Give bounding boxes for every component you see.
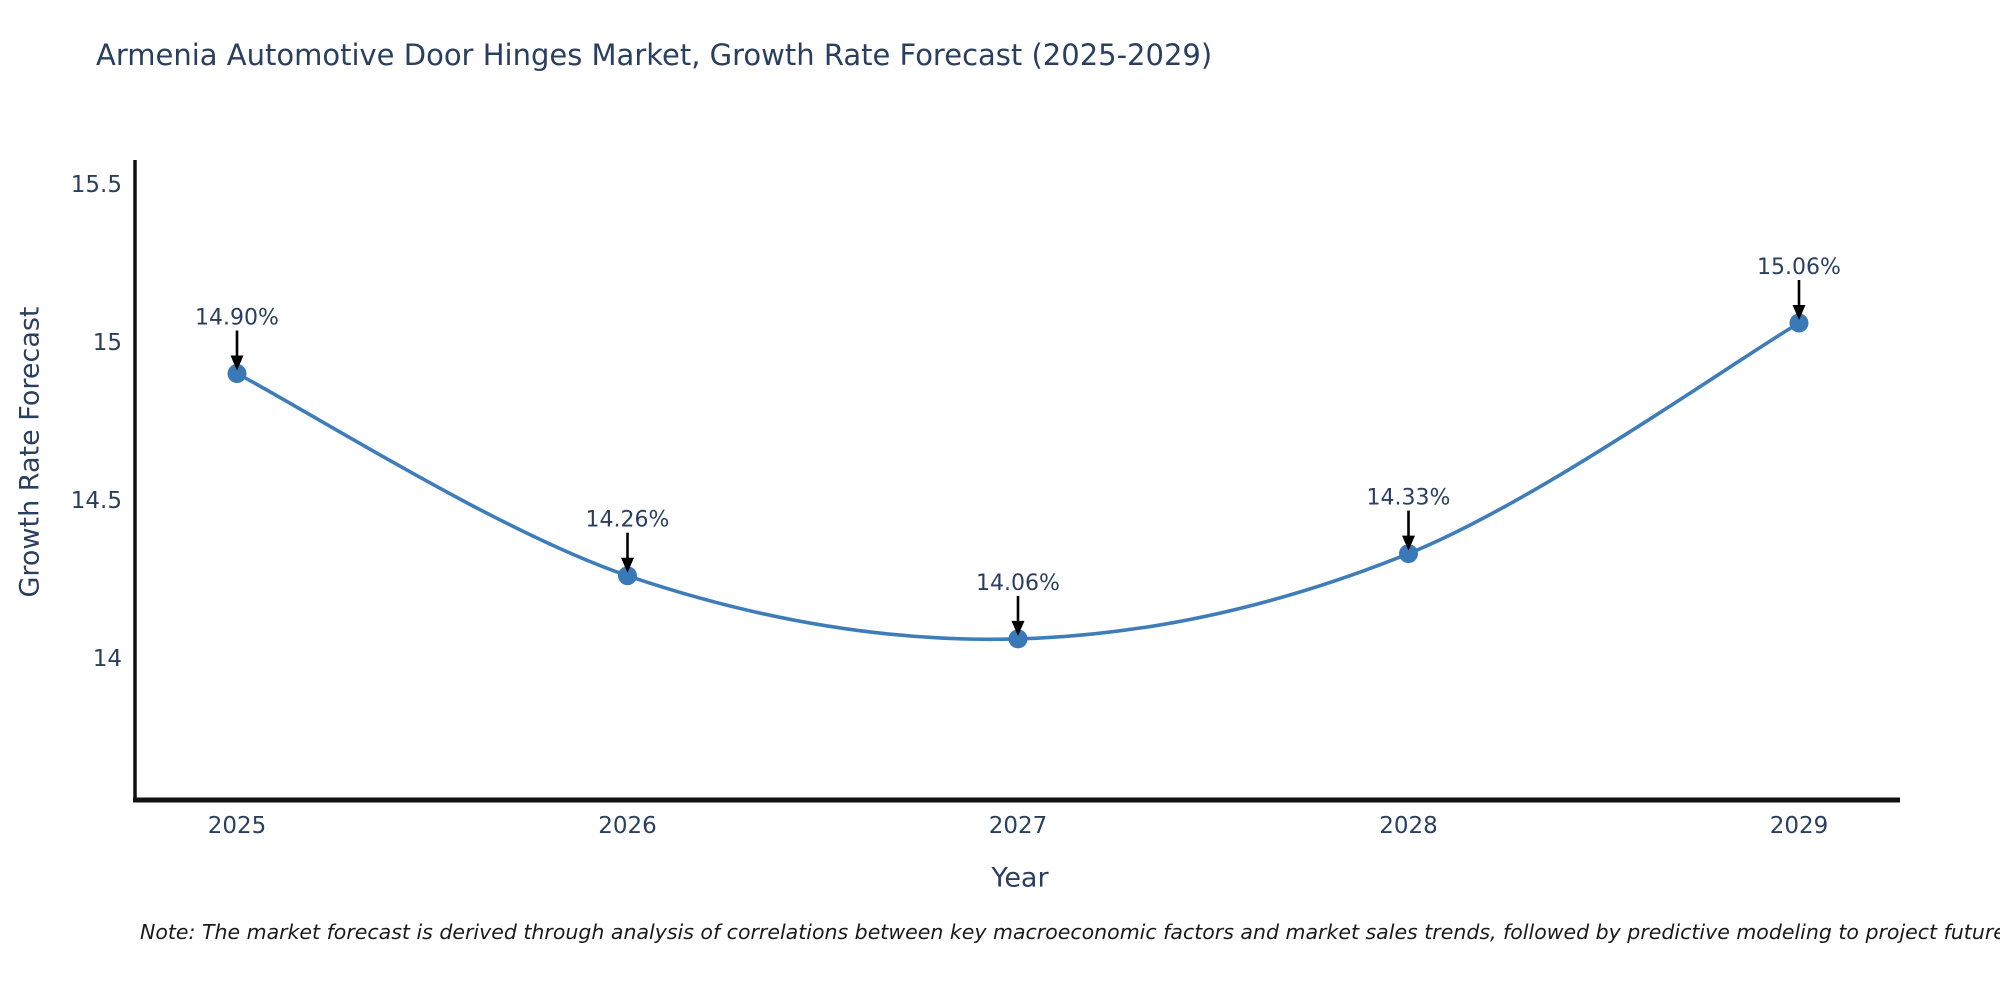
footnote: Note: The market forecast is derived thr… <box>140 920 2000 944</box>
annotation-arrowhead-icon <box>621 557 634 573</box>
y-tick-label: 15.5 <box>71 172 122 198</box>
x-tick-label: 2027 <box>989 813 1048 839</box>
x-tick-label: 2028 <box>1379 813 1438 839</box>
annotation-arrowhead-icon <box>1402 535 1415 551</box>
data-point-marker <box>1789 313 1809 333</box>
x-tick-label: 2026 <box>598 813 657 839</box>
data-point-label: 15.06% <box>1757 255 1841 280</box>
data-point-marker <box>1399 544 1418 564</box>
annotation-arrowhead-icon <box>230 355 244 371</box>
data-point-marker <box>227 364 247 384</box>
annotation-arrowhead-icon <box>1792 305 1806 321</box>
data-point-marker <box>618 566 637 586</box>
y-tick-label: 14 <box>93 646 122 672</box>
data-point-label: 14.26% <box>586 508 670 533</box>
data-point-label: 14.06% <box>976 571 1060 596</box>
chart-title: Armenia Automotive Door Hinges Market, G… <box>96 38 1213 72</box>
data-point-label: 14.33% <box>1367 486 1451 511</box>
annotation-arrowhead-icon <box>1011 620 1025 636</box>
data-point-label: 14.90% <box>195 306 279 331</box>
x-axis-title: Year <box>991 862 1049 894</box>
data-point-marker <box>1008 629 1028 649</box>
x-tick-label: 2029 <box>1770 813 1829 839</box>
x-tick-label: 2025 <box>208 813 267 839</box>
y-tick-label: 15 <box>93 330 122 356</box>
y-tick-label: 14.5 <box>71 488 122 514</box>
